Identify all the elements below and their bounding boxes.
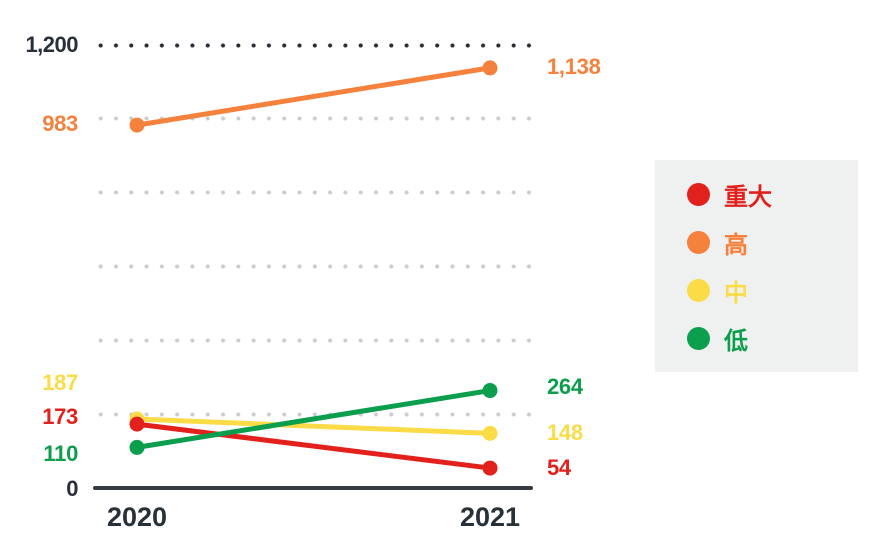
x-axis-line xyxy=(93,486,533,490)
gridline-1000 xyxy=(93,116,537,122)
data-point-低-2021 xyxy=(482,383,498,399)
x-tick-2020: 2020 xyxy=(106,502,168,532)
x-tick-2021: 2021 xyxy=(459,502,521,532)
legend-label-low: 低 xyxy=(724,327,748,355)
data-point-高-2021 xyxy=(482,60,498,76)
legend-dot-critical xyxy=(687,182,710,206)
gridline-800 xyxy=(93,190,537,196)
value-label-高-2021: 1,138 xyxy=(547,53,601,79)
data-point-中-2021 xyxy=(482,425,498,441)
gridline-200 xyxy=(93,411,537,417)
gridline-400 xyxy=(93,337,537,343)
value-label-中-2020: 187 xyxy=(42,369,78,395)
series-line-低 xyxy=(134,388,493,450)
legend: 重大 高 中 低 xyxy=(655,160,858,372)
y-axis-tick-max: 1,200 xyxy=(25,32,78,57)
value-label-低-2021: 264 xyxy=(547,373,583,399)
legend-label-high: 高 xyxy=(724,231,748,259)
legend-label-medium: 中 xyxy=(724,279,748,307)
legend-dot-high xyxy=(687,230,710,254)
value-label-中-2021: 148 xyxy=(547,420,583,446)
legend-item-critical: 重大 xyxy=(687,170,858,218)
data-point-低-2020 xyxy=(129,439,145,455)
gridline-600 xyxy=(93,264,537,269)
data-point-重大-2020 xyxy=(129,416,145,432)
legend-item-medium: 中 xyxy=(687,266,858,314)
legend-dot-medium xyxy=(687,278,710,302)
data-point-重大-2021 xyxy=(482,460,498,476)
legend-label-critical: 重大 xyxy=(724,183,772,211)
value-label-重大-2020: 173 xyxy=(42,404,78,430)
legend-item-low: 低 xyxy=(687,314,858,362)
value-label-重大-2021: 54 xyxy=(547,455,571,481)
value-label-低-2020: 110 xyxy=(43,441,78,467)
series-line-重大 xyxy=(134,421,493,471)
value-label-高-2020: 983 xyxy=(42,111,78,137)
gridline-1200 xyxy=(93,42,537,48)
legend-dot-low xyxy=(687,326,710,350)
legend-item-high: 高 xyxy=(687,218,858,266)
y-axis-tick-zero: 0 xyxy=(66,476,78,501)
series-line-中 xyxy=(134,416,493,436)
